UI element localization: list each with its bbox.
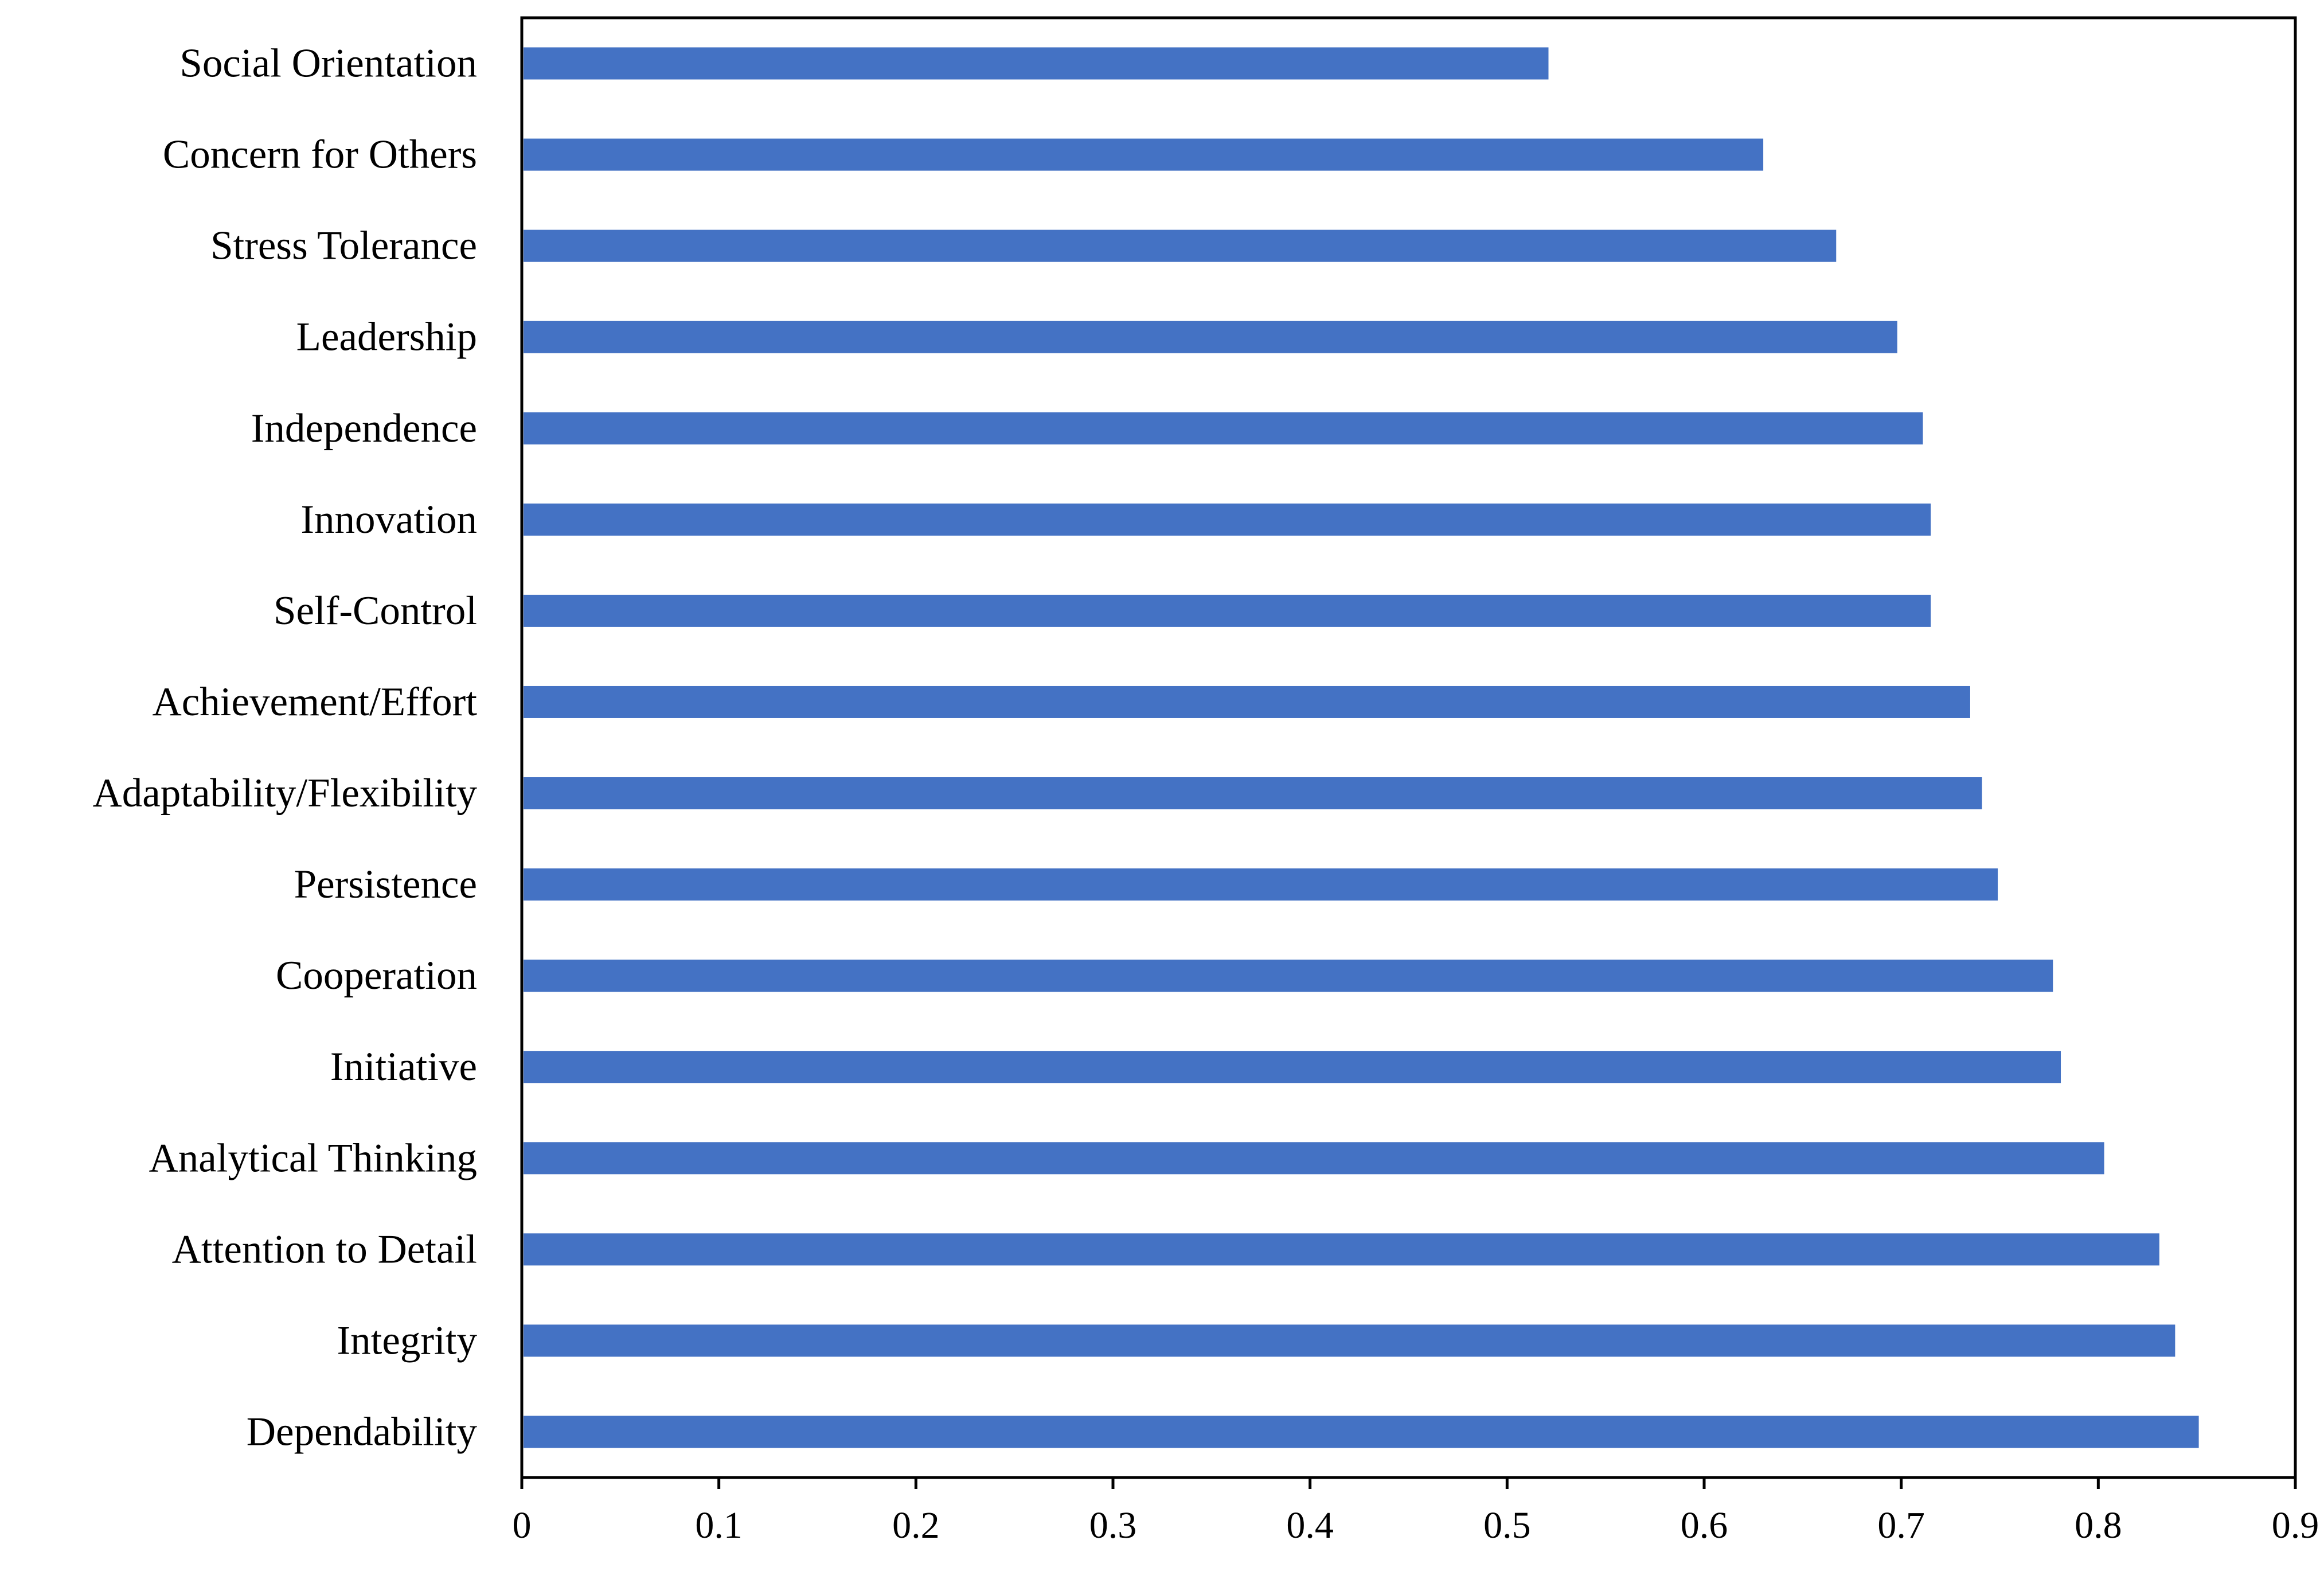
x-tick-label: 0.1 — [695, 1504, 743, 1546]
category-label: Attention to Detail — [172, 1227, 477, 1272]
bar — [524, 594, 1931, 627]
x-tick-label: 0.3 — [1089, 1504, 1137, 1546]
category-labels: Social Orientation Concern for Others Stre… — [92, 41, 477, 1455]
bar — [524, 777, 1982, 810]
bar — [524, 229, 1837, 262]
x-tick-label: 0.5 — [1483, 1504, 1531, 1546]
bars-layer — [524, 47, 2199, 1448]
category-label: Persistence — [294, 862, 477, 907]
plot-area-frame — [520, 16, 2297, 1479]
bar — [524, 1233, 2159, 1266]
bar — [524, 1416, 2199, 1448]
category-label: Social Orientation — [179, 41, 477, 86]
category-label: Independence — [251, 406, 477, 451]
category-label: Self-Control — [274, 588, 477, 633]
x-tick-label: 0.4 — [1286, 1504, 1334, 1546]
category-label: Innovation — [300, 497, 477, 542]
bar — [524, 321, 1897, 353]
bar — [524, 868, 1998, 901]
x-tick-label: 0.6 — [1681, 1504, 1728, 1546]
x-tick-label: 0.8 — [2075, 1504, 2122, 1546]
category-label: Leadership — [296, 315, 477, 360]
x-tick-label: 0.7 — [1877, 1504, 1925, 1546]
category-label: Cooperation — [276, 953, 477, 998]
bar — [524, 503, 1931, 536]
x-tick-label: 0.9 — [2272, 1504, 2319, 1546]
bar — [524, 1051, 2061, 1083]
category-label: Achievement/Effort — [153, 680, 478, 724]
bar — [524, 412, 1923, 445]
bar — [524, 685, 1970, 718]
category-label: Concern for Others — [163, 132, 477, 177]
category-label: Dependability — [247, 1409, 478, 1454]
category-label: Analytical Thinking — [149, 1136, 477, 1180]
bar — [524, 47, 1549, 80]
bar — [524, 1324, 2175, 1357]
category-label: Adaptability/Flexibility — [92, 771, 477, 816]
x-tick-label: 0 — [513, 1504, 532, 1546]
category-label: Stress Tolerance — [210, 224, 477, 268]
category-label: Initiative — [330, 1044, 477, 1089]
bar — [524, 960, 2053, 992]
x-axis-ticks: 0 0.1 0.2 0.3 0.4 0.5 0.6 0.7 0.8 0.9 — [513, 1478, 2319, 1546]
bar — [524, 1142, 2104, 1175]
x-tick-label: 0.2 — [892, 1504, 940, 1546]
category-label: Integrity — [337, 1318, 478, 1363]
bar — [524, 138, 1764, 171]
